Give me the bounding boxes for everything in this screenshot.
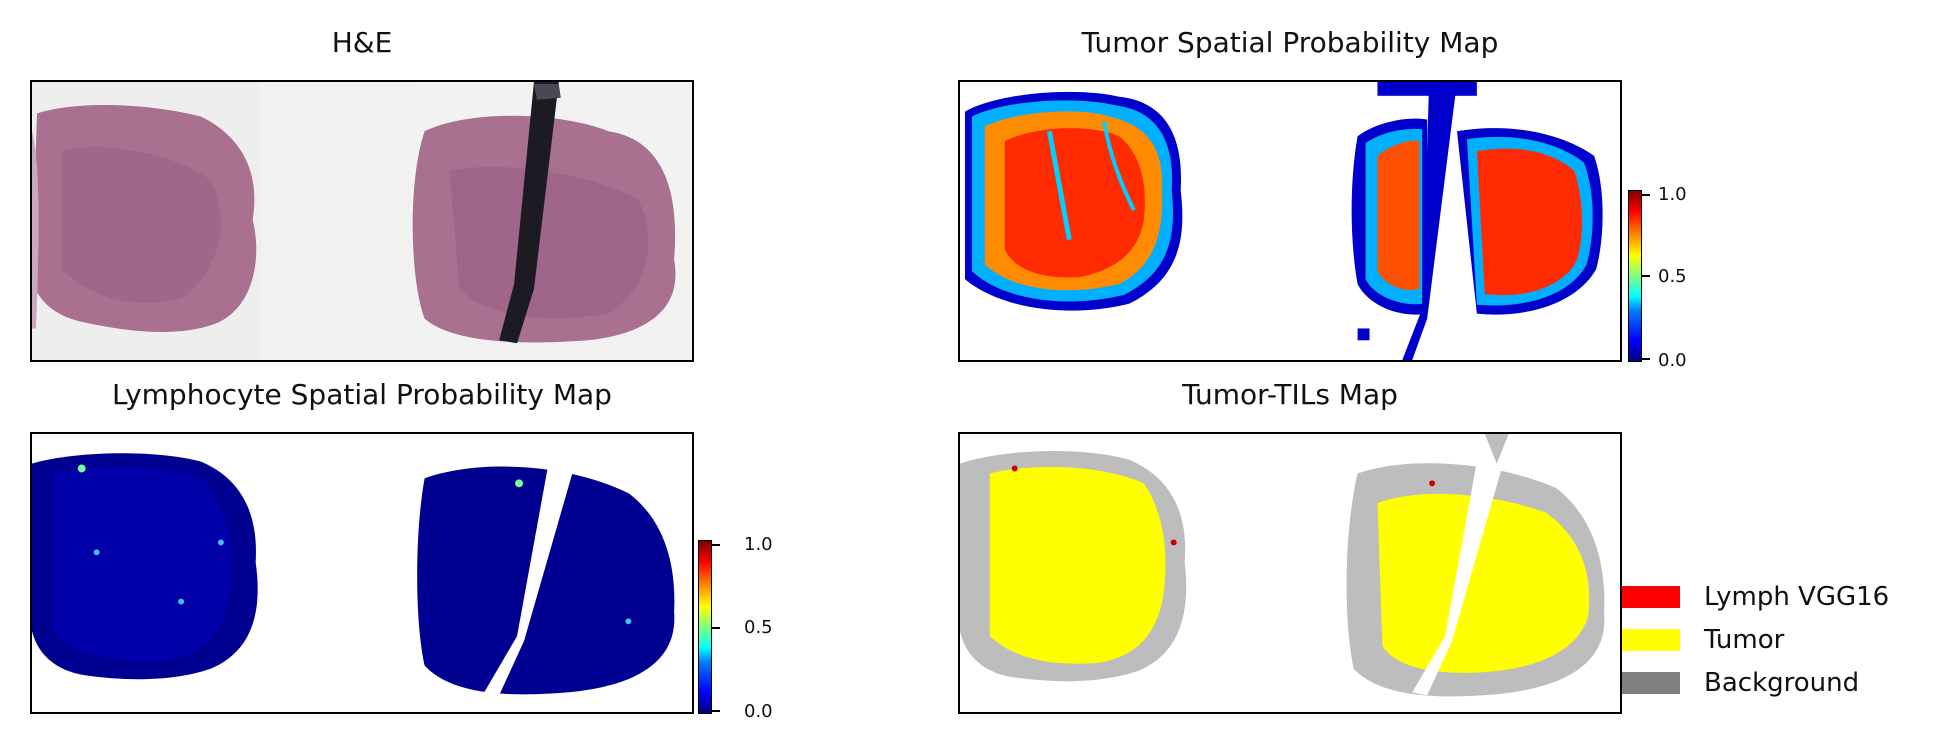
tumor-map-title: Tumor Spatial Probability Map — [1081, 26, 1499, 59]
legend-label-tumor: Tumor — [1704, 624, 1785, 655]
legend-item-tumor: Tumor — [1622, 618, 1889, 661]
legend-item-background: Background — [1622, 661, 1889, 704]
tumor-colorbar-tick-bottom: 0.0 — [1658, 350, 1687, 371]
he-title: H&E — [331, 26, 393, 59]
legend-label-lymph: Lymph VGG16 — [1704, 581, 1890, 612]
lymphocyte-probability-map — [30, 432, 694, 714]
legend: Lymph VGG16 Tumor Background — [1622, 575, 1889, 704]
legend-item-lymph: Lymph VGG16 — [1622, 575, 1889, 618]
lymph-colorbar-tick-bottom: 0.0 — [744, 701, 773, 722]
lymph-map-title: Lymphocyte Spatial Probability Map — [112, 378, 612, 411]
lymph-colorbar-tick-mid: 0.5 — [744, 617, 773, 638]
tumor-colorbar-tick-mid: 0.5 — [1658, 266, 1687, 287]
tumor-colorbar — [1628, 190, 1642, 362]
legend-swatch-background — [1622, 671, 1680, 694]
legend-swatch-lymph — [1622, 585, 1680, 608]
tumor-tils-map — [958, 432, 1622, 714]
lymph-colorbar-tick-top: 1.0 — [744, 534, 773, 555]
tils-map-title: Tumor-TILs Map — [1182, 378, 1398, 411]
tumor-colorbar-tick-top: 1.0 — [1658, 184, 1687, 205]
lymphocyte-colorbar — [698, 540, 712, 714]
he-image — [30, 80, 694, 362]
tumor-probability-map — [958, 80, 1622, 362]
legend-swatch-tumor — [1622, 628, 1680, 651]
legend-label-background: Background — [1704, 667, 1860, 698]
